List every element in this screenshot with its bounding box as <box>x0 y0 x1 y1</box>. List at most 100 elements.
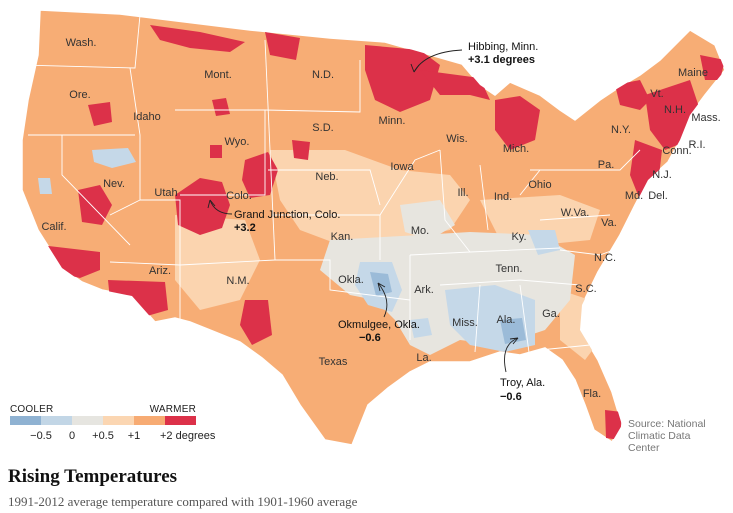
cool-region <box>38 178 52 194</box>
legend: COOLER WARMER −0.5 0 +0.5 +1 +2 degrees <box>10 404 216 442</box>
callout-arrowhead <box>207 199 216 209</box>
us-map <box>21 9 726 446</box>
state-border <box>109 67 141 216</box>
hot-region-wyoming <box>242 152 278 198</box>
hot-region-maine <box>700 55 725 80</box>
state-label-mich: Mich. <box>503 143 529 155</box>
state-label-ore: Ore. <box>69 89 90 101</box>
state-label-va: Va. <box>601 217 617 229</box>
hot-region-nevada <box>78 185 112 225</box>
state-border <box>61 135 131 246</box>
state-border <box>439 279 581 286</box>
state-label-ariz: Ariz. <box>149 265 171 277</box>
hot-region-michigan <box>495 96 540 150</box>
callout-hibbing: Hibbing, Minn. +3.1 degrees <box>410 41 538 73</box>
state-border <box>268 169 381 206</box>
state-label-ark: Ark. <box>414 284 434 296</box>
callout-value: +3.2 <box>234 222 256 234</box>
legend-swatch <box>72 416 103 425</box>
state-label-ri: R.I. <box>688 139 705 151</box>
state-border <box>530 149 641 171</box>
callout-grand-junction: Grand Junction, Colo. +3.2 <box>207 199 340 234</box>
chart-subtitle: 1991-2012 average temperature compared w… <box>8 494 358 509</box>
state-label-mass: Mass. <box>691 112 720 124</box>
state-label-conn: Conn. <box>662 145 691 157</box>
legend-warmer-label: WARMER <box>150 404 196 415</box>
legend-swatch <box>10 416 41 425</box>
state-label-okla: Okla. <box>338 274 364 286</box>
hot-region-new-england <box>615 80 650 110</box>
callout-place: Grand Junction, Colo. <box>234 209 340 221</box>
state-label-minn: Minn. <box>379 115 406 127</box>
legend-cooler-label: COOLER <box>10 404 53 415</box>
state-border <box>479 164 489 231</box>
state-label-ky: Ky. <box>511 231 526 243</box>
state-border <box>519 284 531 361</box>
state-border <box>379 149 441 216</box>
hot-region-small <box>292 140 310 160</box>
state-label-pa: Pa. <box>598 159 615 171</box>
temperature-map: Wash. Ore. Calif. Idaho Nev. Utah Ariz. … <box>10 9 726 454</box>
chart-title: Rising Temperatures <box>8 466 178 487</box>
cooler-region <box>500 318 526 344</box>
state-label-idaho: Idaho <box>133 111 161 123</box>
cooler-region <box>370 272 392 296</box>
source-note: Source: National Climatic Data Center <box>628 418 706 454</box>
state-label-mo: Mo. <box>411 225 429 237</box>
callout-arrowhead <box>410 63 420 73</box>
callout-okmulgee: Okmulgee, Okla. −0.6 <box>338 282 420 344</box>
state-label-miss: Miss. <box>452 317 478 329</box>
state-label-neb: Neb. <box>315 171 338 183</box>
state-label-utah: Utah <box>154 187 177 199</box>
legend-swatch <box>103 416 134 425</box>
callout-place: Troy, Ala. <box>500 377 545 389</box>
state-border <box>275 259 411 301</box>
hot-region-north <box>265 32 300 60</box>
hot-region-north <box>150 25 245 52</box>
state-label-sd: S.D. <box>312 122 333 134</box>
state-borders <box>22 14 641 361</box>
source-line: Source: National <box>628 418 706 430</box>
state-label-texas: Texas <box>319 356 348 368</box>
state-label-calif: Calif. <box>41 221 66 233</box>
state-label-wva: W.Va. <box>561 207 590 219</box>
state-border <box>474 284 481 353</box>
state-label-ill: Ill. <box>458 187 469 199</box>
state-border <box>179 259 276 266</box>
light-warm-region <box>175 215 260 310</box>
legend-tick: 0 <box>69 430 75 442</box>
legend-swatch <box>165 416 196 425</box>
state-label-tenn: Tenn. <box>496 263 523 275</box>
state-label-nev: Nev. <box>103 178 125 190</box>
neutral-region <box>400 200 455 240</box>
legend-swatch <box>134 416 165 425</box>
legend-swatch <box>41 416 72 425</box>
cool-region <box>410 318 432 338</box>
hot-region-small <box>210 145 222 158</box>
hot-region-michigan <box>420 70 490 100</box>
state-label-nm: N.M. <box>226 275 249 287</box>
state-border <box>439 149 471 253</box>
state-labels: Wash. Ore. Calif. Idaho Nev. Utah Ariz. … <box>41 37 720 400</box>
state-label-vt: Vt. <box>650 88 663 100</box>
state-label-la: La. <box>416 352 431 364</box>
callout-arrow <box>377 282 388 318</box>
state-border <box>264 39 276 261</box>
cool-region <box>92 148 136 168</box>
state-label-fla: Fla. <box>583 388 601 400</box>
state-label-mont: Mont. <box>204 69 232 81</box>
hot-region-minnesota <box>365 45 440 112</box>
state-border <box>175 109 266 196</box>
state-border <box>264 60 361 113</box>
hot-region-oregon <box>88 102 112 126</box>
state-label-kan: Kan. <box>331 231 354 243</box>
state-label-nh: N.H. <box>664 104 686 116</box>
state-border <box>22 14 141 69</box>
callout-place: Okmulgee, Okla. <box>338 319 420 331</box>
legend-tick: +1 <box>128 430 141 442</box>
state-label-ohio: Ohio <box>528 179 551 191</box>
state-border <box>539 344 591 351</box>
hot-region-colorado <box>175 178 230 235</box>
hot-region-texas-west <box>240 300 272 345</box>
state-label-nd: N.D. <box>312 69 334 81</box>
